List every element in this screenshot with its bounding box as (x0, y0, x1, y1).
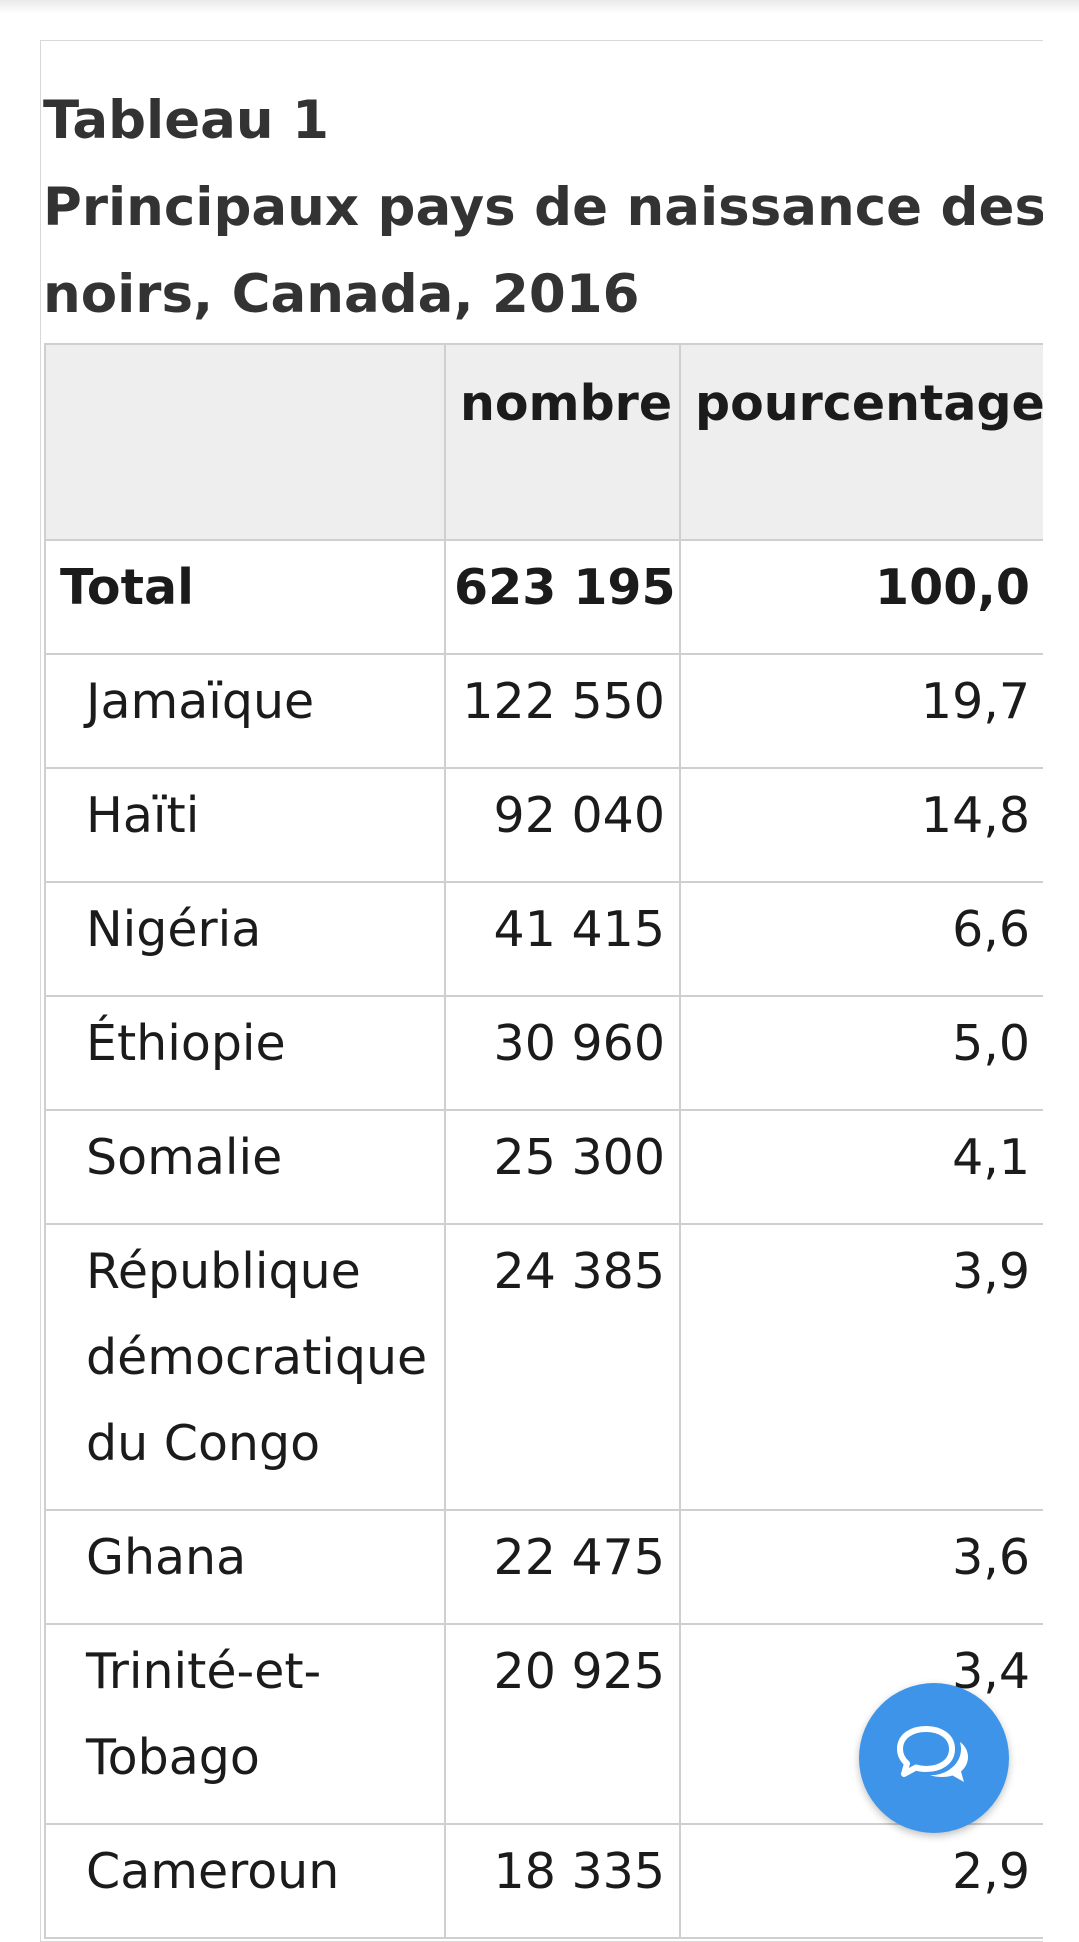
data-table: nombre pourcentage Total 623 195 100,0 J… (44, 343, 1043, 1939)
cell-nombre: 20 925 (444, 1623, 681, 1825)
caption-title-line-1: Principaux pays de naissance des immigra… (43, 177, 1043, 238)
cell-pourcentage: 2,9 (679, 1823, 1043, 1939)
cell-nombre: 18 335 (444, 1823, 681, 1939)
table-container[interactable]: Tableau 1 Principaux pays de naissance d… (40, 40, 1043, 1942)
table-row: Éthiopie 30 960 5,0 (44, 995, 1043, 1111)
cell-country: Somalie (44, 1109, 446, 1225)
cell-nombre: 24 385 (444, 1223, 681, 1511)
header-row: nombre pourcentage (44, 343, 1043, 541)
table-row: Nigéria 41 415 6,6 (44, 881, 1043, 997)
table-row: Cameroun 18 335 2,9 (44, 1823, 1043, 1939)
cell-nombre: 41 415 (444, 881, 681, 997)
header-country (44, 343, 446, 541)
cell-pourcentage: 100,0 (679, 539, 1043, 655)
header-nombre: nombre (444, 343, 681, 541)
table-row: Jamaïque 122 550 19,7 (44, 653, 1043, 769)
cell-country: Haïti (44, 767, 446, 883)
table-row: Somalie 25 300 4,1 (44, 1109, 1043, 1225)
cell-country: Éthiopie (44, 995, 446, 1111)
cell-country: Total (44, 539, 446, 655)
top-shadow-bar (0, 0, 1079, 14)
cell-country: Cameroun (44, 1823, 446, 1939)
table-caption: Tableau 1 Principaux pays de naissance d… (43, 77, 1043, 338)
cell-pourcentage: 3,6 (679, 1509, 1043, 1625)
table-row-total: Total 623 195 100,0 (44, 539, 1043, 655)
cell-pourcentage: 6,6 (679, 881, 1043, 997)
cell-pourcentage: 3,9 (679, 1223, 1043, 1511)
cell-country: Ghana (44, 1509, 446, 1625)
caption-table-number: Tableau 1 (43, 90, 329, 151)
cell-nombre: 122 550 (444, 653, 681, 769)
cell-pourcentage: 19,7 (679, 653, 1043, 769)
cell-nombre: 30 960 (444, 995, 681, 1111)
chat-button[interactable] (859, 1683, 1009, 1833)
cell-nombre: 22 475 (444, 1509, 681, 1625)
cell-pourcentage: 5,0 (679, 995, 1043, 1111)
cell-country: Nigéria (44, 881, 446, 997)
cell-country: Jamaïque (44, 653, 446, 769)
chat-bubbles-icon (897, 1726, 968, 1782)
cell-nombre: 92 040 (444, 767, 681, 883)
table-row: Haïti 92 040 14,8 (44, 767, 1043, 883)
table-row: République démocratique du Congo 24 385 … (44, 1223, 1043, 1511)
cell-pourcentage: 14,8 (679, 767, 1043, 883)
cell-country: Trinité-et-Tobago (44, 1623, 446, 1825)
cell-country: République démocratique du Congo (44, 1223, 446, 1511)
cell-nombre: 25 300 (444, 1109, 681, 1225)
cell-nombre: 623 195 (444, 539, 681, 655)
cell-pourcentage: 4,1 (679, 1109, 1043, 1225)
caption-title-line-2: noirs, Canada, 2016 (43, 264, 640, 325)
table-row: Ghana 22 475 3,6 (44, 1509, 1043, 1625)
header-pourcentage: pourcentage (679, 343, 1043, 541)
